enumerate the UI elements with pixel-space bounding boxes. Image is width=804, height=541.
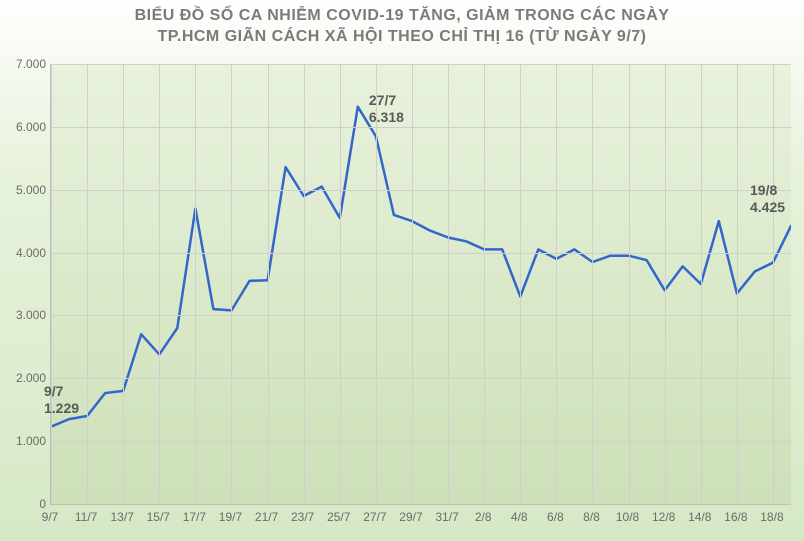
xtick-label: 23/7 xyxy=(291,510,314,524)
ytick-label: 1.000 xyxy=(2,434,46,448)
gridline-v xyxy=(629,64,630,504)
gridline-v xyxy=(87,64,88,504)
gridline-v xyxy=(376,64,377,504)
gridline-v xyxy=(556,64,557,504)
xtick-label: 17/7 xyxy=(183,510,206,524)
annotation-date: 19/8 xyxy=(750,182,785,199)
xtick-label: 19/7 xyxy=(219,510,242,524)
title-line1: BIỂU ĐỒ SỐ CA NHIỄM COVID-19 TĂNG, GIẢM … xyxy=(0,6,804,27)
gridline-v xyxy=(448,64,449,504)
line-svg xyxy=(51,64,791,504)
gridline-v xyxy=(159,64,160,504)
gridline-v xyxy=(340,64,341,504)
ytick-label: 6.000 xyxy=(2,120,46,134)
chart-title: BIỂU ĐỒ SỐ CA NHIỄM COVID-19 TĂNG, GIẢM … xyxy=(0,6,804,48)
chart-container: BIỂU ĐỒ SỐ CA NHIỄM COVID-19 TĂNG, GIẢM … xyxy=(0,0,804,541)
gridline-v xyxy=(665,64,666,504)
gridline-v xyxy=(701,64,702,504)
xtick-label: 14/8 xyxy=(688,510,711,524)
xtick-label: 4/8 xyxy=(511,510,528,524)
gridline-v xyxy=(412,64,413,504)
gridline-h xyxy=(51,441,791,442)
ytick-label: 7.000 xyxy=(2,57,46,71)
gridline-h xyxy=(51,190,791,191)
annotation-date: 9/7 xyxy=(44,383,79,400)
gridline-v xyxy=(268,64,269,504)
xtick-label: 2/8 xyxy=(475,510,492,524)
xtick-label: 11/7 xyxy=(75,510,97,524)
ytick-label: 5.000 xyxy=(2,183,46,197)
gridline-v xyxy=(231,64,232,504)
gridline-v xyxy=(773,64,774,504)
annotation-value: 6.318 xyxy=(369,109,404,126)
xtick-label: 27/7 xyxy=(363,510,386,524)
xtick-label: 29/7 xyxy=(399,510,422,524)
gridline-v xyxy=(304,64,305,504)
xtick-label: 9/7 xyxy=(42,510,59,524)
gridline-v xyxy=(484,64,485,504)
annotation-value: 4.425 xyxy=(750,199,785,216)
gridline-v xyxy=(592,64,593,504)
xtick-label: 12/8 xyxy=(652,510,675,524)
ytick-label: 2.000 xyxy=(2,371,46,385)
annotation-date: 27/7 xyxy=(369,92,404,109)
title-line2: TP.HCM GIÃN CÁCH XÃ HỘI THEO CHỈ THỊ 16 … xyxy=(0,27,804,48)
gridline-h xyxy=(51,315,791,316)
xtick-label: 21/7 xyxy=(255,510,278,524)
xtick-label: 25/7 xyxy=(327,510,350,524)
gridline-h xyxy=(51,64,791,65)
xtick-label: 10/8 xyxy=(616,510,639,524)
ytick-label: 4.000 xyxy=(2,246,46,260)
xtick-label: 31/7 xyxy=(435,510,458,524)
xtick-label: 13/7 xyxy=(111,510,134,524)
annotation: 19/84.425 xyxy=(750,182,785,216)
gridline-h xyxy=(51,378,791,379)
ytick-label: 0 xyxy=(2,497,46,511)
xtick-label: 18/8 xyxy=(760,510,783,524)
xtick-label: 16/8 xyxy=(724,510,747,524)
gridline-h xyxy=(51,127,791,128)
annotation: 27/76.318 xyxy=(369,92,404,126)
ytick-label: 3.000 xyxy=(2,308,46,322)
gridline-v xyxy=(520,64,521,504)
xtick-label: 6/8 xyxy=(547,510,564,524)
annotation-value: 1.229 xyxy=(44,400,79,417)
annotation: 9/71.229 xyxy=(44,383,79,417)
plot-area xyxy=(50,64,791,505)
gridline-v xyxy=(123,64,124,504)
gridline-v xyxy=(195,64,196,504)
xtick-label: 15/7 xyxy=(147,510,170,524)
gridline-h xyxy=(51,253,791,254)
gridline-v xyxy=(51,64,52,504)
gridline-v xyxy=(737,64,738,504)
xtick-label: 8/8 xyxy=(583,510,600,524)
